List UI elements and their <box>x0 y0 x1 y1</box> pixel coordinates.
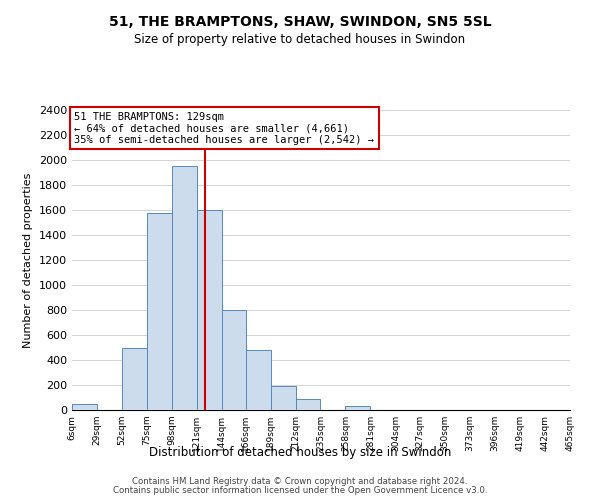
Text: 51, THE BRAMPTONS, SHAW, SWINDON, SN5 5SL: 51, THE BRAMPTONS, SHAW, SWINDON, SN5 5S… <box>109 15 491 29</box>
Bar <box>72 404 97 410</box>
Text: 51 THE BRAMPTONS: 129sqm
← 64% of detached houses are smaller (4,661)
35% of sem: 51 THE BRAMPTONS: 129sqm ← 64% of detach… <box>74 112 374 144</box>
Bar <box>271 386 296 410</box>
Bar <box>122 348 147 410</box>
Bar <box>245 350 271 410</box>
Bar <box>296 399 320 410</box>
Bar <box>346 406 370 410</box>
Y-axis label: Number of detached properties: Number of detached properties <box>23 172 34 348</box>
Bar <box>197 210 222 410</box>
Text: Distribution of detached houses by size in Swindon: Distribution of detached houses by size … <box>149 446 451 459</box>
Text: Contains HM Land Registry data © Crown copyright and database right 2024.: Contains HM Land Registry data © Crown c… <box>132 477 468 486</box>
Text: Size of property relative to detached houses in Swindon: Size of property relative to detached ho… <box>134 32 466 46</box>
Bar <box>147 212 172 410</box>
Bar <box>222 310 245 410</box>
Bar <box>172 166 197 410</box>
Text: Contains public sector information licensed under the Open Government Licence v3: Contains public sector information licen… <box>113 486 487 495</box>
